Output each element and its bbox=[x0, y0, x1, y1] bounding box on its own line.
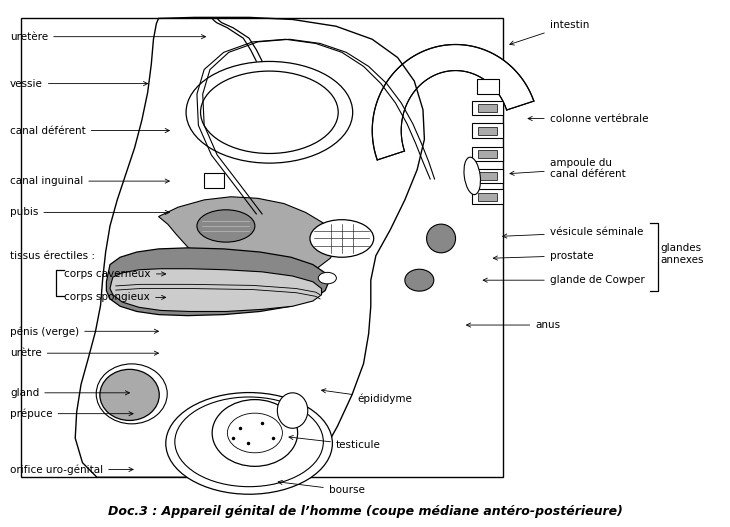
Text: corps spongieux: corps spongieux bbox=[64, 292, 166, 302]
Polygon shape bbox=[158, 197, 337, 278]
Text: ampoule du
canal déférent: ampoule du canal déférent bbox=[510, 158, 626, 179]
Text: testicule: testicule bbox=[289, 435, 381, 450]
Ellipse shape bbox=[100, 369, 159, 421]
FancyBboxPatch shape bbox=[478, 150, 496, 158]
Text: pubis: pubis bbox=[10, 208, 169, 218]
Text: épididyme: épididyme bbox=[322, 389, 412, 404]
FancyBboxPatch shape bbox=[472, 169, 503, 183]
Ellipse shape bbox=[212, 399, 298, 466]
Text: urètre: urètre bbox=[10, 348, 158, 358]
Text: orifice uro-génital: orifice uro-génital bbox=[10, 464, 133, 475]
Ellipse shape bbox=[405, 269, 434, 291]
Polygon shape bbox=[107, 248, 329, 316]
Text: corps caverneux: corps caverneux bbox=[64, 269, 166, 279]
Ellipse shape bbox=[174, 397, 323, 486]
Ellipse shape bbox=[426, 224, 456, 253]
FancyBboxPatch shape bbox=[472, 101, 503, 115]
Text: canal inguinal: canal inguinal bbox=[10, 176, 169, 186]
Text: Doc.3 : Appareil génital de l’homme (coupe médiane antéro-postérieure): Doc.3 : Appareil génital de l’homme (cou… bbox=[107, 505, 623, 518]
FancyBboxPatch shape bbox=[472, 123, 503, 138]
Text: canal déférent: canal déférent bbox=[10, 125, 169, 135]
FancyBboxPatch shape bbox=[478, 126, 496, 134]
Polygon shape bbox=[372, 44, 534, 160]
Text: anus: anus bbox=[466, 320, 561, 330]
Ellipse shape bbox=[277, 393, 308, 428]
Ellipse shape bbox=[201, 71, 338, 153]
FancyBboxPatch shape bbox=[478, 193, 496, 201]
Ellipse shape bbox=[197, 210, 255, 242]
Bar bbox=[21, 18, 503, 477]
Ellipse shape bbox=[186, 62, 353, 163]
FancyBboxPatch shape bbox=[472, 189, 503, 204]
Text: vésicule séminale: vésicule séminale bbox=[503, 227, 643, 238]
Text: prépuce: prépuce bbox=[10, 408, 133, 419]
Text: gland: gland bbox=[10, 388, 129, 398]
Text: bourse: bourse bbox=[278, 480, 365, 495]
Text: uretère: uretère bbox=[10, 32, 206, 42]
Text: intestin: intestin bbox=[510, 19, 589, 45]
FancyBboxPatch shape bbox=[477, 79, 499, 93]
Ellipse shape bbox=[464, 157, 480, 194]
FancyBboxPatch shape bbox=[472, 147, 503, 161]
FancyBboxPatch shape bbox=[204, 173, 224, 189]
Text: prostate: prostate bbox=[493, 251, 593, 261]
FancyBboxPatch shape bbox=[478, 172, 496, 180]
Polygon shape bbox=[110, 269, 321, 311]
Ellipse shape bbox=[318, 272, 337, 284]
Ellipse shape bbox=[310, 220, 374, 257]
Ellipse shape bbox=[166, 393, 332, 494]
Text: tissus érectiles :: tissus érectiles : bbox=[10, 251, 95, 261]
FancyBboxPatch shape bbox=[478, 104, 496, 112]
Text: pénis (verge): pénis (verge) bbox=[10, 326, 158, 337]
Text: glandes
annexes: glandes annexes bbox=[661, 243, 704, 265]
Text: colonne vertébrale: colonne vertébrale bbox=[528, 113, 648, 123]
Text: glande de Cowper: glande de Cowper bbox=[483, 275, 645, 285]
Text: vessie: vessie bbox=[10, 79, 147, 89]
